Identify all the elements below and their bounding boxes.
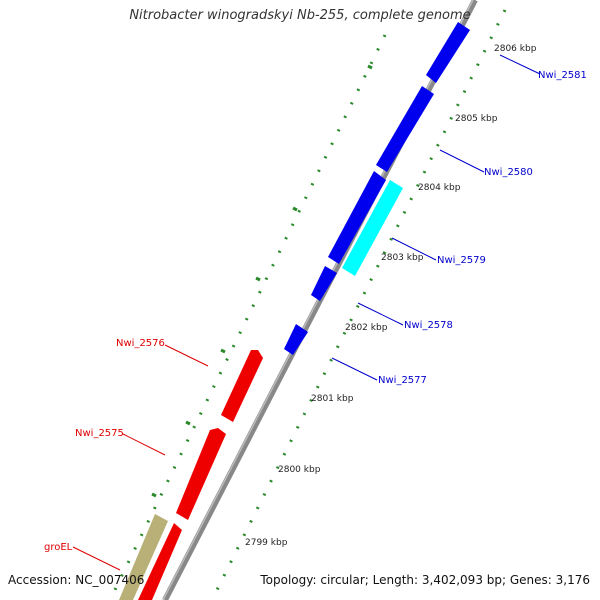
gene-nwi-2580[interactable] — [376, 86, 434, 172]
kbp-labels: 2806 kbp 2805 kbp 2804 kbp 2803 kbp 2802… — [245, 44, 537, 548]
gene-nwi-2578-upper[interactable] — [328, 171, 386, 264]
gene-nwi-2579[interactable] — [342, 180, 403, 276]
gene-label-nwi-2577: Nwi_2577 — [378, 375, 427, 386]
gene-nwi-2576[interactable] — [221, 350, 263, 422]
accession-label: Accession: NC_007406 — [8, 573, 145, 587]
gene-label-nwi-2576: Nwi_2576 — [116, 338, 165, 349]
kbp-label: 2803 kbp — [381, 253, 424, 263]
kbp-label: 2802 kbp — [345, 323, 388, 333]
map-title: Nitrobacter winogradskyi Nb-255, complet… — [129, 8, 471, 23]
kbp-label: 2799 kbp — [245, 538, 288, 548]
inner-major-ticks — [151, 64, 373, 498]
gene-label-nwi-2581: Nwi_2581 — [538, 70, 587, 81]
kbp-label: 2804 kbp — [418, 183, 461, 193]
gene-nwi-2581[interactable] — [426, 22, 470, 83]
kbp-label: 2800 kbp — [278, 465, 321, 475]
gene-label-groel: groEL — [44, 542, 73, 553]
outer-dotted-guide — [210, 9, 507, 600]
gene-label-nwi-2575: Nwi_2575 — [75, 428, 124, 439]
kbp-label: 2801 kbp — [311, 394, 354, 404]
gene-groel[interactable] — [119, 514, 168, 600]
gene-label-nwi-2580: Nwi_2580 — [484, 167, 533, 178]
gene-labels: Nwi_2581 Nwi_2580 Nwi_2579 Nwi_2578 Nwi_… — [44, 70, 587, 553]
callout-lines — [72, 54, 541, 571]
gene-label-nwi-2579: Nwi_2579 — [437, 255, 486, 266]
gene-red-lower[interactable] — [138, 523, 182, 600]
gene-nwi-2577[interactable] — [284, 324, 308, 355]
gene-nwi-2575[interactable] — [176, 428, 226, 520]
kbp-label: 2806 kbp — [494, 44, 537, 54]
inner-dotted-guide — [108, 34, 387, 600]
topology-label: Topology: circular; Length: 3,402,093 bp… — [260, 573, 590, 587]
kbp-label: 2805 kbp — [455, 114, 498, 124]
gene-label-nwi-2578: Nwi_2578 — [404, 320, 453, 331]
gene-nwi-2578[interactable] — [311, 266, 337, 301]
